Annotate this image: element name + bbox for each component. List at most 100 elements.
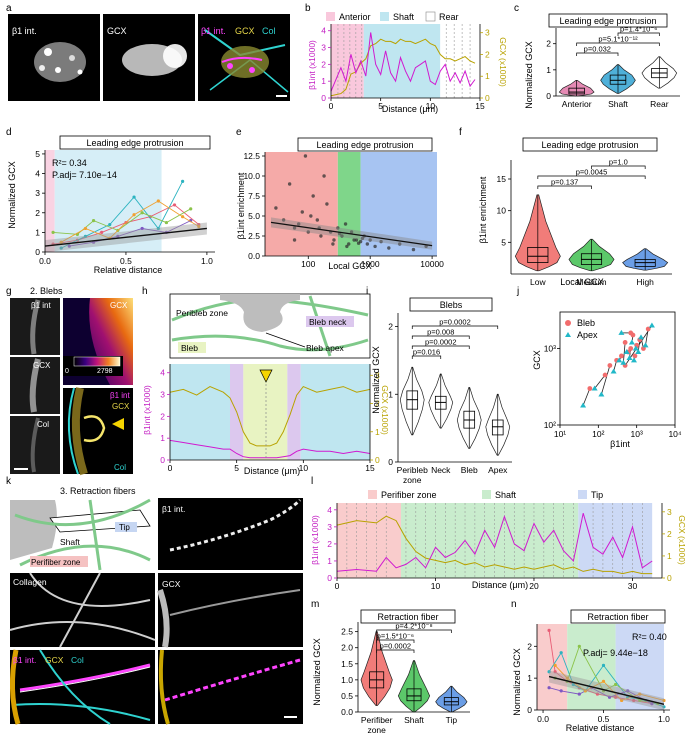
significance-bracket <box>617 32 660 36</box>
k-merge-label-col: Col <box>71 655 84 665</box>
y-tick-label: 0 <box>35 247 40 257</box>
panel-b-letter: b <box>305 3 311 14</box>
k-collagen-fibers <box>9 572 156 648</box>
series-line-cell4 <box>69 220 191 247</box>
h-ylabel-left: β1int (x1000) <box>142 385 152 435</box>
significance-bracket <box>537 175 646 179</box>
data-point <box>347 242 351 246</box>
b-legend-shaft-swatch <box>380 12 389 21</box>
l-xlabel: Distance (μm) <box>472 580 528 590</box>
data-point <box>140 211 144 215</box>
panel-g: g 2. Blebs β1 int GCX Col GCX 0 2798 β1 … <box>6 286 133 476</box>
k-label-collagen: Collagen <box>13 577 47 587</box>
x-tick-label: 0.5 <box>120 256 132 266</box>
y-tick-label: 2.5 <box>248 231 260 241</box>
data-point <box>292 226 297 230</box>
b-legend-shaft: Shaft <box>393 12 415 22</box>
y-tick-right-label: 0 <box>375 455 380 465</box>
bleb-point <box>619 353 624 359</box>
h-label-bleb-apex: Bleb apex <box>306 343 345 353</box>
y-tick-left-label: 2 <box>327 539 332 549</box>
g-label-col: Col <box>37 420 49 429</box>
k-merge-label-b1int: β1 int. <box>13 655 36 665</box>
y-tick-label: 1 <box>546 65 551 75</box>
category-label: Tip <box>446 715 458 725</box>
data-point <box>100 230 104 234</box>
y-tick-right-label: 0 <box>485 93 490 103</box>
a-label-merge-b1int: β1 int. <box>201 26 226 36</box>
panel-d-letter: d <box>6 127 12 138</box>
h-label-peribleb: Peribleb zone <box>176 308 228 318</box>
x-tick-label: 0 <box>335 581 340 591</box>
y-tick-label: 0 <box>527 705 532 715</box>
n-plot: 0 1 2 0.0 0.5 1.0 <box>527 624 670 724</box>
series-b1int-line <box>169 439 371 459</box>
j-legend-apex-marker <box>565 332 571 337</box>
data-point <box>319 234 323 238</box>
y-tick-right-label: 2 <box>375 399 380 409</box>
data-point <box>311 194 315 198</box>
significance-bracket <box>411 325 499 329</box>
y-tick-right-label: 3 <box>485 28 490 38</box>
y-tick-label: 2 <box>527 641 532 651</box>
y-tick-right-label: 1 <box>667 551 672 561</box>
data-point <box>300 210 304 214</box>
category-label: Bleb <box>461 465 478 475</box>
x-tick-label: 10² <box>592 429 604 439</box>
d-plot: 0 1 2 3 4 5 0.0 0.5 1.0 <box>35 149 215 266</box>
x-tick-label: 1000 <box>361 259 380 269</box>
j-legend-bleb: Bleb <box>577 318 595 328</box>
data-point <box>336 226 340 230</box>
band-bleb-neck <box>287 364 301 460</box>
y-tick-label: 2.0 <box>341 643 353 653</box>
data-point <box>379 239 383 244</box>
h-apex-pointer <box>265 332 306 348</box>
series-b1int-line <box>336 513 653 572</box>
y-tick-label: 12.5 <box>243 151 260 161</box>
iqr-box <box>527 246 549 263</box>
data-point <box>140 226 144 231</box>
y-tick-label: 0.0 <box>341 707 353 717</box>
panel-j-letter: j <box>516 286 519 297</box>
x-tick-label: 15 <box>365 463 375 473</box>
regression-line <box>270 221 433 247</box>
k-gcx-fiber <box>169 589 301 616</box>
i-title-box <box>409 297 493 312</box>
bleb-point <box>645 326 651 332</box>
x-tick-label: 5 <box>378 101 383 111</box>
f-ylabel: β1int enrichment <box>478 176 488 243</box>
data-point <box>91 219 96 223</box>
b-legend-anterior: Anterior <box>339 12 371 22</box>
k-image-b1int <box>158 498 303 570</box>
h-fiber-2 <box>171 334 369 352</box>
panel-f: f Leading edge protrusion 5 10 15 Low Medium… <box>459 127 672 287</box>
e-ylabel: β1int enrichment <box>236 172 246 239</box>
category-label: Rear <box>650 99 669 109</box>
p-value-label: p=5.1*10⁻¹² <box>598 35 638 44</box>
data-point <box>662 705 666 709</box>
y-tick-label: 2 <box>546 39 551 49</box>
a-cell-merge <box>204 29 289 93</box>
x-tick-label: 10 <box>431 581 441 591</box>
data-point <box>116 234 120 238</box>
a-cell-gcx <box>122 44 187 76</box>
f-title-box <box>522 137 658 152</box>
data-point <box>172 203 177 207</box>
apex-point <box>598 391 605 397</box>
c-title-box <box>548 13 668 28</box>
j-xlabel: β1int <box>610 439 630 449</box>
data-point <box>287 182 292 186</box>
x-tick-label: 1.0 <box>658 714 670 724</box>
k-label-perifiber: Perifiber zone <box>31 558 81 567</box>
band-perifiber-zone <box>337 503 402 578</box>
panel-l: l Perifiber zone Shaft Tip 0 10 20 30012340… <box>310 476 685 591</box>
j-legend-bleb-marker <box>565 320 571 326</box>
b-ylabel-left: β1int (x1000) <box>307 40 317 90</box>
y-tick-label: 10 <box>497 206 507 216</box>
category-label: Shaft <box>404 715 424 725</box>
panel-a: a β1 int. GCX β1 int. GCX Col <box>6 3 290 101</box>
panel-d: d Leading edge protrusion 0 1 2 3 4 5 0.0 0.5 1.… <box>6 127 215 275</box>
x-tick-label: 20 <box>529 581 539 591</box>
g-merge-collagen <box>67 387 79 475</box>
